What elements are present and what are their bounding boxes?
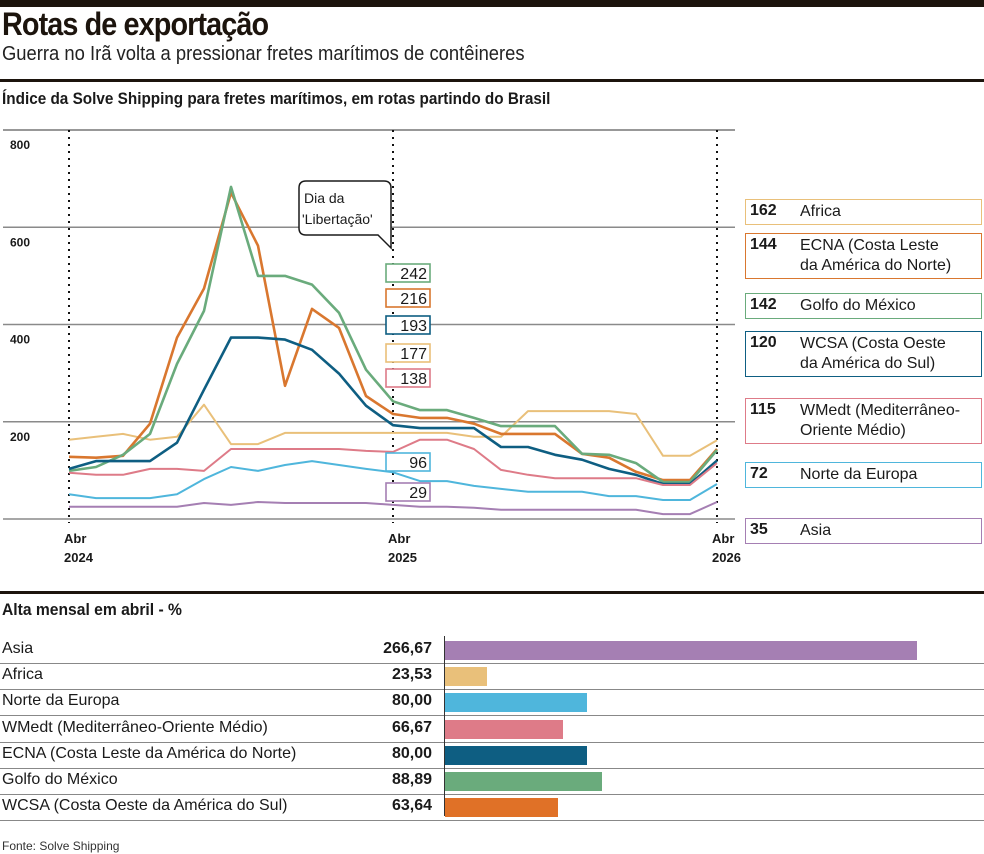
- bar: [445, 798, 558, 818]
- bar-row: WCSA (Costa Oeste da América do Sul) 63,6…: [0, 794, 984, 822]
- legend-label: Golfo do México: [800, 297, 916, 314]
- x-tick-label: Abr: [388, 531, 410, 546]
- bar: [445, 772, 603, 791]
- legend-value: 144: [750, 236, 777, 253]
- bar: [445, 745, 587, 765]
- x-tick-label: Abr: [64, 531, 86, 546]
- legend-label: ECNA (Costa Leste da América do Norte): [800, 237, 952, 274]
- legend-item: 120 WCSA (Costa Oeste da América do Sul): [745, 331, 982, 377]
- bar: [445, 667, 487, 687]
- legend-label: Asia: [800, 522, 832, 539]
- value-label: 216: [400, 291, 427, 308]
- section-rule-bottom: [0, 591, 984, 594]
- bar-row: Africa 23,53: [0, 663, 984, 691]
- bar-category-label: Asia: [2, 640, 34, 657]
- bar-value-label: 266,67: [383, 640, 432, 657]
- y-tick-label: 600: [10, 235, 30, 249]
- value-label: 242: [400, 266, 427, 283]
- line-chart-title: Índice da Solve Shipping para fretes mar…: [2, 89, 551, 108]
- legend-label: WCSA (Costa Oeste da América do Sul): [800, 335, 946, 372]
- legend-value: 162: [750, 202, 777, 219]
- legend-value: 72: [750, 465, 768, 482]
- bar-value-label: 66,67: [391, 718, 432, 736]
- bar-chart-axis: [444, 636, 445, 816]
- bar-category-label: Golfo do México: [2, 771, 118, 788]
- value-label-box: [385, 482, 431, 502]
- series-line-wcsa: [68, 336, 718, 486]
- bar-row: WMedt (Mediterrâneo-Oriente Médio) 66,67: [0, 716, 984, 743]
- bar-value-label: 23,53: [391, 666, 432, 684]
- legend-item: 35 Asia: [745, 518, 982, 544]
- top-rule: [0, 0, 984, 7]
- bar-value-label: 63,64: [391, 797, 432, 815]
- legend-item: 144 ECNA (Costa Leste da América do Norte): [745, 233, 982, 279]
- series-line-ecna: [68, 191, 718, 482]
- annotation-callout: [298, 180, 392, 250]
- bar-category-label: Africa: [2, 666, 43, 684]
- bar-value-label: 80,00: [391, 744, 432, 762]
- legend-value: 120: [750, 334, 777, 351]
- legend-label: Norte da Europa: [800, 466, 918, 483]
- bar-chart-title: Alta mensal em abril - %: [2, 600, 182, 619]
- x-tick-label: Abr: [712, 531, 734, 546]
- bar-value-label: 80,00: [391, 692, 432, 710]
- annotation-text: Dia da: [304, 190, 345, 206]
- value-label-box: [385, 343, 431, 363]
- y-tick-label: 800: [10, 138, 30, 152]
- page-subtitle: Guerra no Irã volta a pressionar fretes …: [2, 43, 525, 65]
- value-label: 193: [400, 318, 427, 335]
- annotation-text: 'Libertação': [302, 211, 373, 227]
- x-tick-label: 2025: [388, 550, 417, 565]
- bar-category-label: WCSA (Costa Oeste da América do Sul): [2, 797, 288, 815]
- series-line-golfo: [68, 185, 718, 484]
- line-chart: 800 600 400 200 Abr 2024 Abr 2025 Abr 2026 Dia da '…: [3, 129, 741, 565]
- legend-item: 142 Golfo do México: [745, 293, 982, 319]
- legend-item: 72 Norte da Europa: [745, 462, 982, 488]
- value-label-box: [385, 368, 431, 388]
- legend-label: WMedt (Mediterrâneo- Oriente Médio): [800, 402, 961, 439]
- bar-value-label: 88,89: [391, 771, 432, 788]
- value-label-box: [385, 452, 431, 472]
- series-line-africa: [68, 403, 718, 457]
- legend-value: 142: [750, 296, 777, 313]
- value-label: 29: [409, 485, 427, 502]
- bar: [445, 641, 917, 660]
- value-label: 96: [409, 455, 427, 472]
- legend-item: 162 Africa: [745, 199, 982, 225]
- value-label: 177: [400, 346, 427, 363]
- bar-row: Golfo do México 88,89: [0, 768, 984, 795]
- legend-item: 115 WMedt (Mediterrâneo- Oriente Médio): [745, 398, 982, 444]
- y-tick-label: 400: [10, 333, 30, 347]
- legend-value: 35: [750, 521, 768, 538]
- value-label: 138: [400, 371, 427, 388]
- page-title: Rotas de exportação: [2, 6, 269, 42]
- legend-label: Africa: [800, 203, 841, 220]
- bar-category-label: Norte da Europa: [2, 692, 120, 710]
- source-note: Fonte: Solve Shipping: [2, 839, 120, 853]
- bar: [445, 693, 587, 713]
- x-tick-label: 2024: [64, 550, 94, 565]
- bar-row: ECNA (Costa Leste da América do Norte) 80…: [0, 742, 984, 769]
- value-label-box: [385, 288, 431, 308]
- bar-category-label: WMedt (Mediterrâneo-Oriente Médio): [2, 718, 268, 736]
- value-label-box: [385, 315, 431, 335]
- bar-category-label: ECNA (Costa Leste da América do Norte): [2, 744, 297, 762]
- value-label-box: [385, 263, 431, 283]
- y-tick-label: 200: [10, 430, 30, 444]
- bar-row: Norte da Europa 80,00: [0, 689, 984, 717]
- legend-value: 115: [750, 401, 776, 418]
- bar: [445, 719, 563, 739]
- bar-row: Asia 266,67: [0, 637, 984, 664]
- x-tick-label: 2026: [712, 550, 741, 565]
- section-rule: [0, 79, 984, 82]
